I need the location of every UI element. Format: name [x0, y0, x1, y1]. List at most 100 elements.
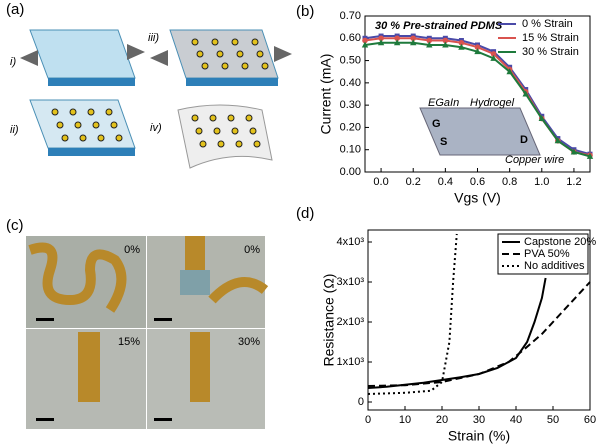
marker: [410, 39, 417, 46]
dot: [249, 127, 257, 135]
marker: [506, 68, 513, 75]
arrow: [150, 50, 168, 66]
marker: [458, 39, 465, 46]
x-tick-label: 40: [510, 414, 522, 426]
y-tick-label: 0.00: [340, 166, 361, 178]
dot: [110, 121, 118, 129]
dot: [241, 62, 249, 70]
photo-label: 15%: [118, 336, 140, 348]
y-tick-label: 0.40: [340, 77, 361, 89]
y-tick-label: 3x10³: [336, 276, 364, 288]
marker: [474, 48, 481, 55]
marker: [393, 39, 401, 46]
y-tick-label: 0.50: [340, 54, 361, 66]
dot: [236, 50, 244, 58]
dot: [261, 62, 269, 70]
y-tick-label: 1x10³: [336, 356, 364, 368]
dot: [227, 114, 235, 122]
x-tick-label: 10: [399, 414, 411, 426]
dot: [245, 114, 253, 122]
dot: [235, 140, 243, 148]
dot: [87, 108, 95, 116]
inset-label: EGaIn: [428, 97, 459, 109]
marker: [394, 35, 400, 42]
dot: [61, 134, 69, 142]
marker: [538, 115, 545, 122]
marker: [458, 43, 465, 50]
dot: [195, 127, 203, 135]
marker: [490, 51, 497, 57]
x-tick-label: 0.4: [438, 176, 453, 188]
dot: [256, 50, 264, 58]
dot: [221, 62, 229, 70]
dot: [231, 38, 239, 46]
panel-label: (c): [6, 217, 24, 234]
x-tick-label: 30: [473, 414, 485, 426]
arrow: [274, 46, 292, 62]
wire: [208, 277, 269, 304]
annotation: 30 % Pre-strained PDMS: [375, 20, 503, 32]
photo-label: 0%: [124, 244, 140, 256]
dot: [231, 127, 239, 135]
panel-label: (b): [296, 3, 314, 20]
marker: [426, 41, 433, 48]
wire: [78, 332, 100, 402]
step-label: ii): [10, 124, 19, 136]
marker: [490, 54, 497, 61]
dot: [92, 121, 100, 129]
dot: [105, 108, 113, 116]
legend-label: PVA 50%: [524, 248, 570, 260]
marker: [570, 148, 578, 155]
x-tick-label: 1.2: [566, 176, 581, 188]
marker: [586, 152, 594, 159]
photo-label: 30%: [238, 336, 260, 348]
step-label: i): [10, 56, 16, 68]
inset-label: Copper wire: [505, 154, 564, 166]
wavy-sheet: [177, 104, 273, 169]
dot: [253, 140, 261, 148]
legend-label: Capstone 20%: [524, 236, 596, 248]
diagram: i) ii) iii) iv): [10, 29, 292, 169]
step-label: iii): [148, 32, 159, 44]
dot: [211, 38, 219, 46]
x-tick-label: 60: [584, 414, 596, 426]
inset-label: S: [440, 136, 447, 148]
dot: [191, 114, 199, 122]
scale-bar: [36, 318, 54, 321]
legend-label: 15 % Strain: [522, 32, 579, 44]
marker: [361, 41, 369, 48]
photo-grid: 0% 0% 15% 30%: [26, 236, 269, 429]
legend-label: 30 % Strain: [522, 46, 579, 58]
y-tick-label: 4x10³: [336, 236, 364, 248]
y-tick-label: 0: [358, 396, 364, 408]
dot: [213, 127, 221, 135]
panel-label: (a): [6, 1, 24, 18]
dot: [115, 134, 123, 142]
x-tick-label: 0: [365, 414, 371, 426]
dot: [217, 140, 225, 148]
x-axis-label: Strain (%): [448, 428, 510, 444]
legend-label: No additives: [524, 260, 585, 272]
dot: [79, 134, 87, 142]
dot: [191, 38, 199, 46]
marker: [410, 35, 417, 42]
arrow: [20, 50, 38, 66]
series-line: [367, 277, 547, 389]
y-tick-label: 0.10: [340, 144, 361, 156]
dot: [209, 114, 217, 122]
x-axis-label: Vgs (V): [454, 190, 501, 206]
marker: [522, 90, 529, 97]
marker: [474, 44, 481, 50]
marker: [554, 137, 562, 144]
inset: EGaIn Hydrogel G S D Copper wire: [419, 97, 564, 166]
panel-label: (d): [296, 205, 314, 222]
legend-label: 0 % Strain: [522, 18, 573, 30]
marker: [442, 37, 449, 44]
x-tick-label: 0.2: [406, 176, 421, 188]
marker: [442, 41, 449, 48]
inset-label: G: [432, 118, 441, 130]
scale-bar: [36, 418, 54, 421]
scale-bar: [154, 418, 172, 421]
inset-label: D: [520, 134, 528, 146]
